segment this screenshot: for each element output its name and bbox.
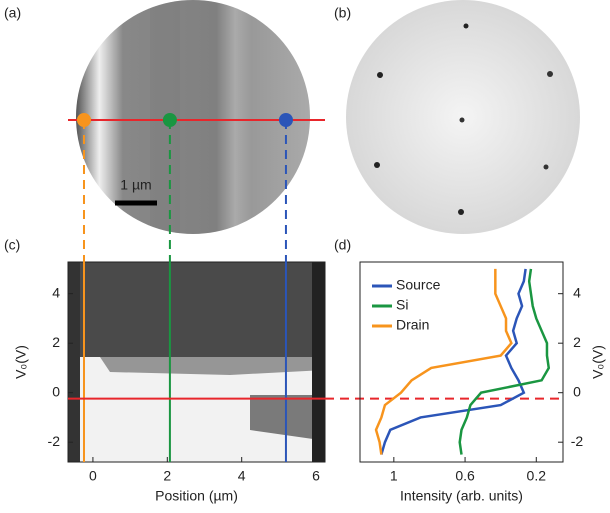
- x-tick-label: 0: [89, 468, 97, 484]
- cut-dot: [278, 113, 293, 127]
- x-axis-label: Intensity (arb. units): [400, 488, 523, 504]
- x-tick-label: 1: [390, 468, 398, 484]
- x-tick-label: 0.2: [527, 468, 547, 484]
- series-line: [380, 268, 527, 455]
- legend-label: Si: [396, 297, 408, 313]
- legend-label: Source: [396, 277, 441, 293]
- y-tick-label: 2: [573, 334, 581, 350]
- panel-label: (a): [4, 5, 21, 21]
- panel-label: (c): [4, 237, 20, 253]
- y-tick-label: 4: [52, 284, 60, 300]
- y-tick-label: -2: [48, 433, 61, 449]
- y-tick-label: 4: [573, 284, 581, 300]
- y-axis-label: V₀(V): [13, 345, 29, 379]
- panel-label: (d): [334, 237, 351, 253]
- y-tick-label: 2: [52, 334, 60, 350]
- panel-label: (b): [334, 5, 351, 21]
- cut-dot: [162, 113, 177, 127]
- x-tick-label: 2: [163, 468, 171, 484]
- scale-bar-label: 1 µm: [120, 177, 151, 193]
- legend-label: Drain: [396, 317, 429, 333]
- x-tick-label: 0.6: [455, 468, 475, 484]
- x-tick-label: 4: [238, 468, 246, 484]
- plot-frame: [359, 261, 564, 463]
- cut-dot: [76, 113, 91, 127]
- y-tick-label: 0: [573, 383, 581, 399]
- y-tick-label: -2: [571, 433, 584, 449]
- series-line: [458, 268, 551, 455]
- x-axis-label: Position (µm): [155, 488, 238, 504]
- y-axis-label: V₀(V): [590, 345, 606, 379]
- y-tick-label: 0: [52, 383, 60, 399]
- panel-b-image: [346, 0, 580, 234]
- x-tick-label: 6: [312, 468, 320, 484]
- series-line: [374, 268, 513, 455]
- plot-frame: [67, 261, 326, 463]
